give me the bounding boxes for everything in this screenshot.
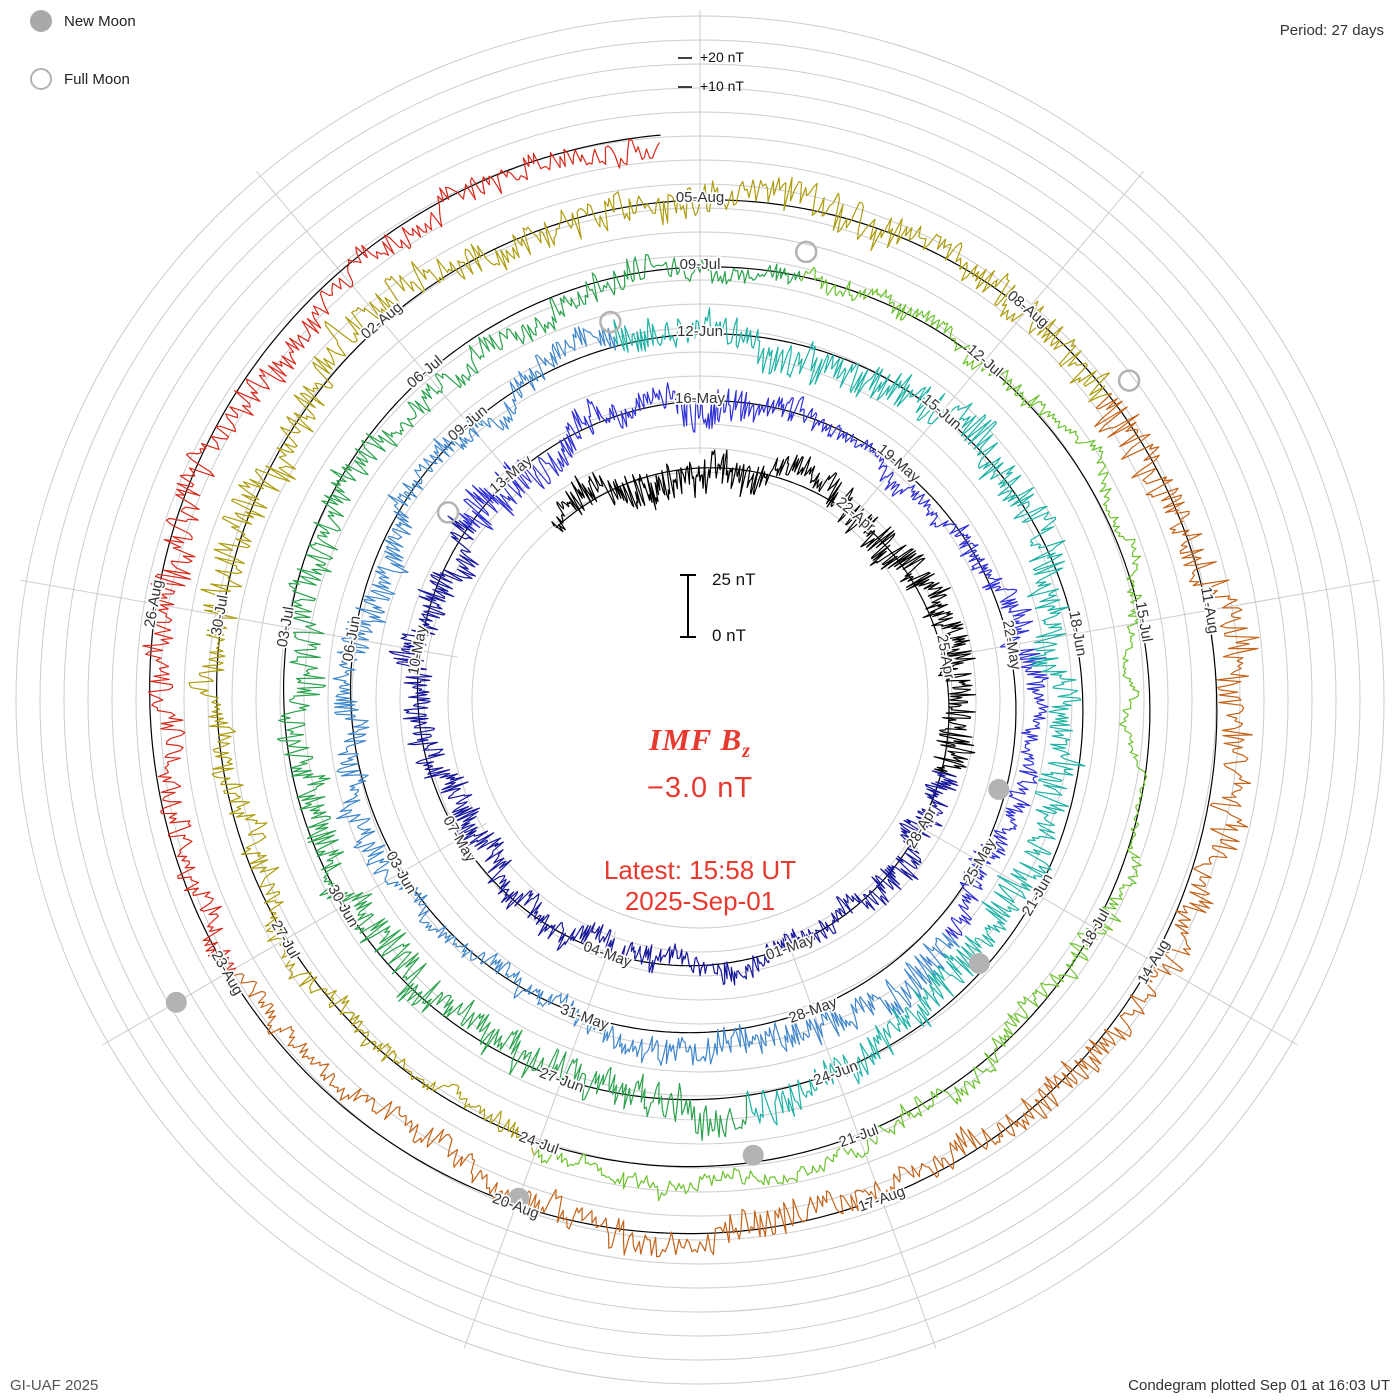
full-moon-marker [794,240,818,264]
date-label: 14-Aug [1134,937,1173,987]
date-label: 26-Aug [141,578,166,629]
date-label: 21-Jul [837,1121,881,1151]
date-label: 12-Jun [677,323,723,340]
new-moon-marker [968,952,990,974]
outer-scale-plus20: +20 nT [700,49,744,65]
grid-spoke [102,822,488,1046]
date-label: 17-Aug [856,1183,907,1216]
date-label: 09-Jul [680,256,721,273]
latest-value: −3.0 nT [646,772,754,804]
chart-title: IMF Bz [0,722,1400,763]
date-label: 23-Aug [208,948,247,998]
date-label: 31-May [558,1001,611,1034]
chart-title-subscript: z [742,740,751,763]
date-label: 13-May [486,452,536,497]
date-label: 11-Aug [1197,585,1222,634]
bz-trace-segment [231,393,1260,1258]
new-moon-icon [30,10,52,32]
legend-new-moon: New Moon [30,10,136,32]
date-label: 08-Aug [1004,287,1052,331]
date-label: 03-Jul [274,605,298,648]
full-moon-label: Full Moon [64,70,130,88]
new-moon-label: New Moon [64,12,136,30]
grid-spoke [783,930,937,1349]
scalebar-0nt-label: 0 nT [712,626,747,645]
grid-spoke [20,579,458,658]
bz-trace-segment [551,449,976,778]
grid-spoke [857,171,1144,512]
full-moon-marker [436,501,460,524]
grid-spoke [942,579,1380,658]
full-moon-marker [1117,369,1141,392]
legend-full-moon: Full Moon [30,68,130,90]
latest-date: 2025-Sep-01 [624,886,776,916]
bz-trace-segment [188,176,1112,1156]
grid-spoke [463,930,617,1349]
bz-trace-segment [388,515,959,986]
bz-trace-segment [276,254,801,1142]
date-label: 05-Aug [676,189,724,206]
period-label: Period: 27 days [1279,22,1384,39]
scalebar-25nt-label: 25 nT [712,570,756,589]
grid-circle [471,471,929,929]
date-label: 30-Jul [208,594,232,637]
chart-title-text: IMF B [649,722,743,757]
bz-trace-segment [332,324,960,1066]
bz-trace-segment [458,382,1049,939]
outer-scale-plus10: +10 nT [700,78,744,94]
credit-label: GI-UAF 2025 [10,1377,99,1394]
bz-trace-segment [533,266,1148,1202]
date-label: 10-May [405,624,431,677]
plotted-timestamp: Condegram plotted Sep 01 at 16:03 UT [1128,1377,1390,1394]
date-label: 15-Jul [1132,600,1156,643]
date-label: 12-Jul [964,341,1006,380]
grid-spoke [256,171,543,512]
new-moon-marker [508,1187,530,1209]
date-label: 06-Jul [404,352,446,391]
full-moon-marker [599,310,622,334]
latest-time: Latest: 15:58 UT [603,855,797,885]
bz-trace-segment [142,138,660,972]
bz-trace-segment [613,307,1086,1126]
full-moon-icon [30,68,52,90]
date-label: 24-Jun [811,1057,860,1089]
new-moon-marker [988,778,1010,800]
baseline-spiral [149,134,1218,1235]
new-moon-marker [165,991,187,1013]
new-moon-marker [742,1144,764,1166]
date-label: 16-May [675,390,726,407]
date-label: 02-Aug [358,299,406,343]
